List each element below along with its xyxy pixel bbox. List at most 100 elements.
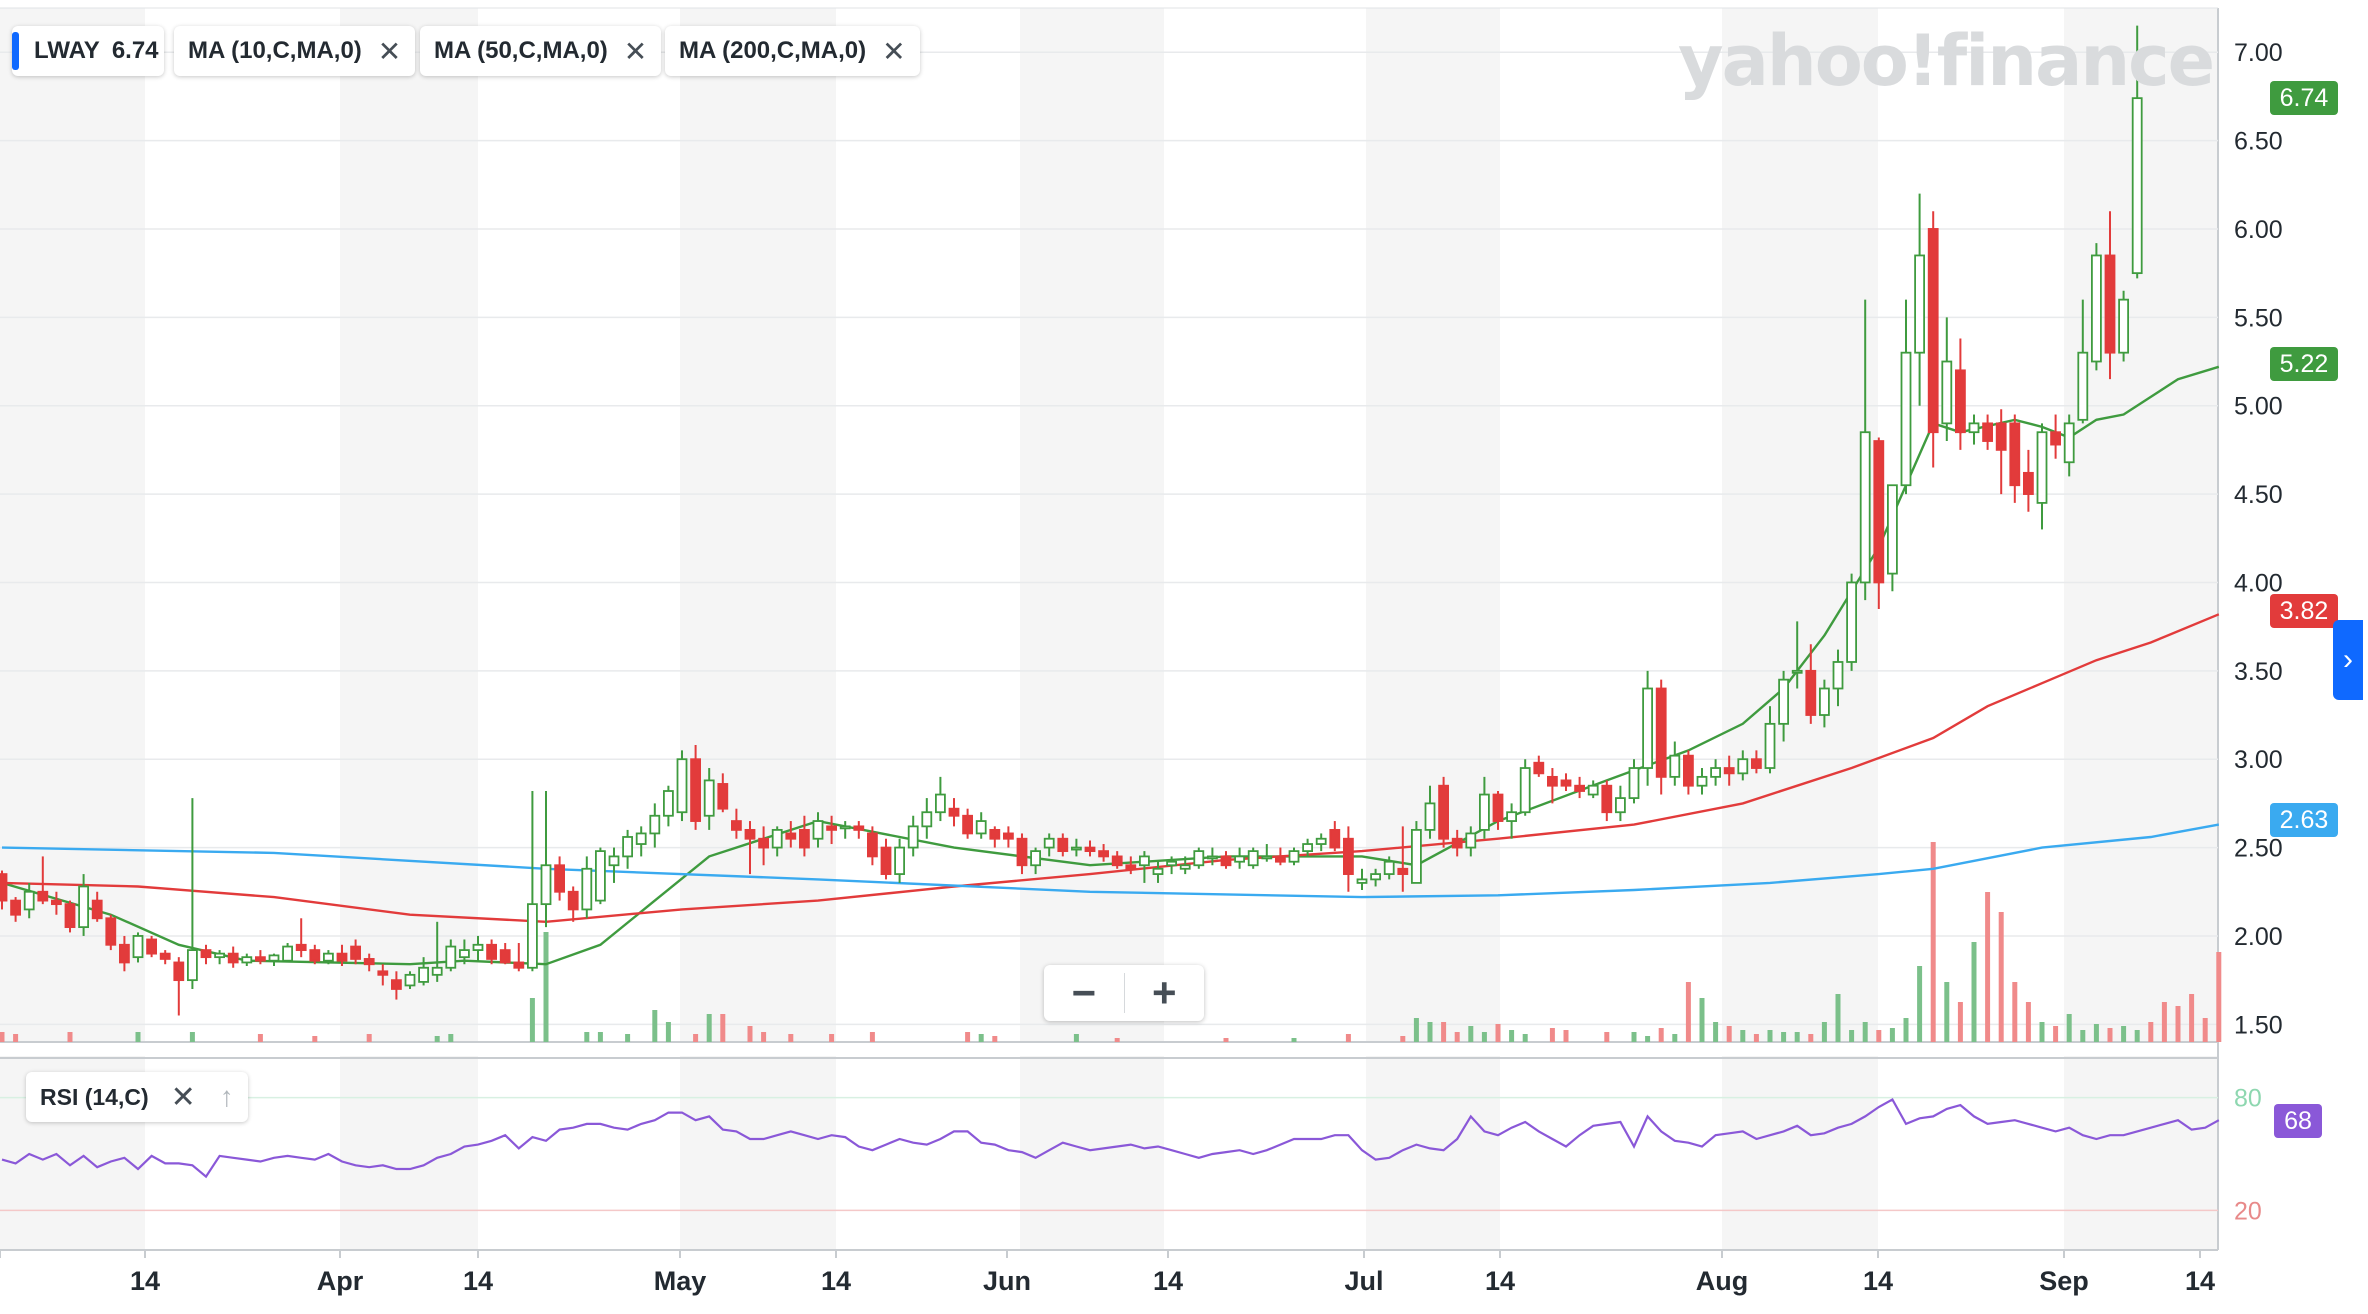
candle-body <box>1873 440 1885 584</box>
legend-ma50[interactable]: MA (50,C,MA,0) ✕ <box>420 26 662 76</box>
ma50-close-icon[interactable]: ✕ <box>623 35 648 67</box>
candle-body <box>2023 471 2034 495</box>
ticker-symbol: LWAY <box>34 37 100 64</box>
volume-bar <box>1862 1022 1868 1042</box>
ticker-price: 6.74 <box>111 37 159 64</box>
candle-body <box>309 949 321 962</box>
candle-body <box>119 943 130 964</box>
legend-ma200[interactable]: MA (200,C,MA,0) ✕ <box>665 26 920 76</box>
volume-bar <box>1849 1030 1855 1042</box>
candle-body <box>1343 837 1354 875</box>
volume-bar <box>1740 1030 1746 1042</box>
candle-body <box>540 864 552 906</box>
rsi-close-icon[interactable]: ✕ <box>170 1080 196 1114</box>
volume-bar <box>312 1036 318 1042</box>
candle-body <box>2077 351 2089 421</box>
candle-body <box>676 758 688 814</box>
ma50-label: MA (50,C,MA,0) <box>434 37 608 64</box>
candle-body <box>663 790 674 817</box>
candle-body <box>826 825 837 831</box>
panel-gap <box>0 1042 2218 1056</box>
volume-bar <box>1699 998 1705 1042</box>
candle-body <box>744 828 756 840</box>
volume-bar <box>1930 842 1936 1042</box>
candle-body <box>1220 855 1232 867</box>
candle-body <box>921 811 933 828</box>
zoom-in-button[interactable]: + <box>1151 969 1177 1016</box>
volume-bar <box>761 1032 767 1042</box>
candle-body <box>1778 678 1789 725</box>
volume-bar <box>2161 1002 2167 1042</box>
candle-body <box>1111 855 1123 867</box>
rsi-label: RSI (14,C) <box>40 1083 149 1110</box>
candle-body <box>1098 850 1109 858</box>
candle-body <box>853 825 865 831</box>
volume-bar <box>2148 1022 2154 1042</box>
y-tick-label: 3.00 <box>2234 746 2283 774</box>
ma200-close-icon[interactable]: ✕ <box>882 35 906 67</box>
candle-body <box>2104 254 2116 354</box>
volume-bar <box>1794 1032 1800 1042</box>
volume-bar <box>1971 942 1977 1042</box>
chevron-right-icon: › <box>2343 643 2353 676</box>
ma10-close-icon[interactable]: ✕ <box>377 35 402 67</box>
x-tick-label: 14 <box>1153 1266 1183 1296</box>
candle-body <box>1927 228 1939 434</box>
volume-bar <box>1767 1030 1773 1042</box>
candle-body <box>635 832 647 845</box>
volume-bar <box>2053 1026 2059 1042</box>
x-tick-label: Jun <box>983 1266 1031 1296</box>
candle-body <box>1288 850 1300 863</box>
candle-body <box>1737 758 1749 775</box>
candle-body <box>839 825 851 830</box>
rsi-legend[interactable]: RSI (14,C) ✕ ↑ <box>26 1072 248 1122</box>
volume-bar <box>965 1032 971 1042</box>
candle-body <box>581 867 593 911</box>
volume-bar <box>1454 1032 1460 1042</box>
candle-body <box>64 903 76 929</box>
y-tick-label: 6.00 <box>2234 216 2283 244</box>
volume-bar <box>1563 1030 1569 1042</box>
volume-bar <box>1413 1018 1419 1042</box>
candle-body <box>513 961 525 969</box>
candle-body <box>1356 878 1368 884</box>
rsi-level-label-80: 80 <box>2234 1085 2262 1113</box>
ma-line-1 <box>1 613 2220 924</box>
candle-body <box>1479 793 1490 831</box>
volume-bar <box>788 1034 794 1042</box>
candle-body <box>1710 767 1721 778</box>
zoom-out-button[interactable]: − <box>1071 969 1097 1016</box>
rsi-move-up-icon[interactable]: ↑ <box>219 1081 234 1112</box>
candle-body <box>78 885 89 929</box>
yahoo-finance-watermark: yahoo!finance <box>1678 20 2215 102</box>
candle-body <box>1887 484 1898 575</box>
candle-body <box>1846 581 1857 663</box>
candle-body <box>1451 837 1463 849</box>
candle-body <box>1683 754 1694 787</box>
candle-body <box>527 903 538 969</box>
candle-body <box>458 949 470 959</box>
candle-body <box>336 952 348 962</box>
volume-bar <box>2216 952 2222 1042</box>
candle-body <box>554 864 565 893</box>
candle-body <box>1519 767 1531 814</box>
candle-body <box>975 820 987 835</box>
volume-bar <box>829 1034 835 1042</box>
candle-body <box>363 958 375 966</box>
volume-bar <box>2025 1002 2031 1042</box>
ticker-legend[interactable]: LWAY 6.74 <box>12 26 164 76</box>
candle-body <box>758 837 769 849</box>
candle-body <box>390 979 402 990</box>
rsi-panel: 80 20 <box>0 1085 2262 1225</box>
candle-body <box>1030 850 1041 867</box>
expand-panel-button[interactable]: › <box>2333 620 2363 700</box>
volume-bar <box>366 1034 372 1042</box>
legend-ma10[interactable]: MA (10,C,MA,0) ✕ <box>174 26 416 76</box>
candle-body <box>1247 850 1259 867</box>
candle-body <box>91 899 103 920</box>
candle-body <box>1791 669 1803 674</box>
candle-body <box>1914 254 1925 354</box>
candle-body <box>1547 775 1558 787</box>
volume-bar <box>869 1032 875 1042</box>
volume-bar <box>1468 1026 1474 1042</box>
